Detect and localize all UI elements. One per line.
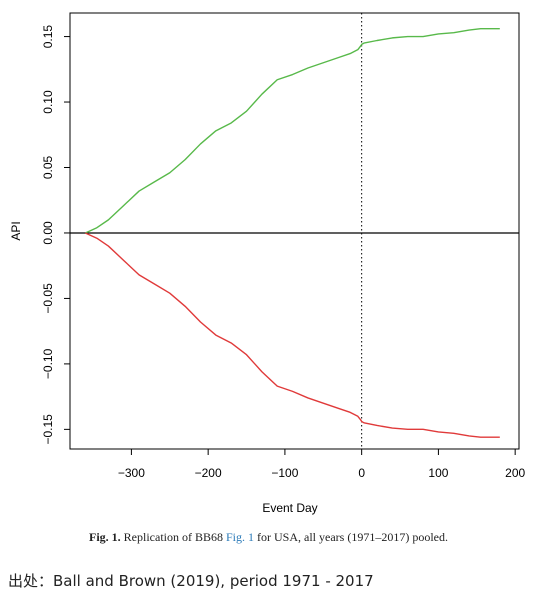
x-tick-label: 100 — [428, 466, 448, 480]
x-axis: −300 −200 −100 0 100 200 — [118, 449, 525, 480]
caption-text-end: for USA, all years (1971–2017) pooled. — [254, 530, 448, 544]
chart: −300 −200 −100 0 100 200 −0.15 −0.10 −0.05 0.00 0… — [9, 12, 525, 515]
y-tick-label: −0.10 — [41, 348, 55, 379]
x-tick-label: −300 — [118, 466, 145, 480]
y-tick-label: 0.15 — [41, 25, 55, 49]
y-tick-label: 0.00 — [41, 221, 55, 245]
y-axis: −0.15 −0.10 −0.05 0.00 0.05 0.10 0.15 — [41, 25, 70, 445]
series-layer — [85, 28, 500, 438]
plot-frame — [69, 12, 520, 450]
y-tick-label: −0.05 — [41, 283, 55, 314]
x-tick-label: 0 — [358, 466, 365, 480]
caption-figure-link[interactable]: Fig. 1 — [226, 530, 255, 544]
x-tick-label: 200 — [505, 466, 525, 480]
y-tick-label: 0.10 — [41, 90, 55, 114]
series-line-red — [85, 232, 500, 438]
y-tick-label: −0.15 — [41, 414, 55, 445]
figure-caption: Fig. 1. Replication of BB68 Fig. 1 for U… — [0, 530, 537, 545]
x-axis-label: Event Day — [262, 501, 317, 515]
source-note: 出处：Ball and Brown (2019), period 1971 - … — [8, 572, 374, 590]
y-tick-label: 0.05 — [41, 155, 55, 179]
x-tick-label: −200 — [195, 466, 222, 480]
x-tick-label: −100 — [271, 466, 298, 480]
y-axis-label: API — [9, 221, 23, 240]
series-line-green — [85, 28, 500, 234]
caption-text: Replication of BB68 — [120, 530, 226, 544]
caption-label: Fig. 1. — [89, 530, 121, 544]
